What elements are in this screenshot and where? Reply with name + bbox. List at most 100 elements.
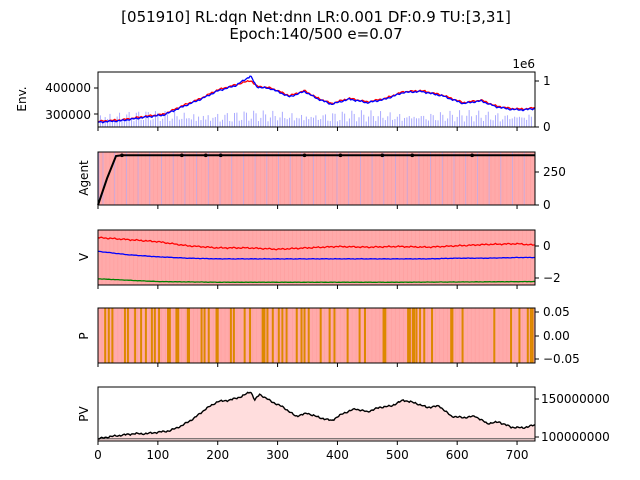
p-orange-bar bbox=[104, 308, 107, 363]
x-tick-label-200: 200 bbox=[206, 448, 229, 462]
p-orange-bar bbox=[263, 308, 266, 363]
env-left-tick-300000: 300000 bbox=[45, 108, 91, 122]
p-orange-bar bbox=[518, 308, 521, 363]
v-ylabel: V bbox=[77, 252, 91, 261]
p-orange-bar bbox=[358, 308, 361, 363]
p-orange-bar bbox=[175, 308, 178, 363]
p-orange-bar bbox=[167, 308, 170, 363]
p-orange-bar bbox=[493, 308, 496, 363]
p-orange-bar bbox=[384, 308, 387, 363]
v-plot-area bbox=[97, 230, 536, 285]
v-frame bbox=[97, 229, 536, 286]
pv-right-tick-150000000: 150000000 bbox=[541, 392, 610, 406]
p-orange-bar bbox=[243, 308, 246, 363]
p-orange-bar bbox=[295, 308, 298, 363]
p-orange-bar bbox=[281, 308, 284, 363]
p-orange-bar bbox=[407, 308, 410, 363]
p-orange-bar bbox=[450, 308, 453, 363]
p-orange-bar bbox=[510, 308, 513, 363]
env-ylabel: Env. bbox=[15, 86, 29, 111]
panel-v: V 0 −2 bbox=[77, 229, 561, 286]
p-orange-bar bbox=[408, 308, 411, 363]
p-orange-bar bbox=[363, 308, 366, 363]
p-orange-bar bbox=[531, 308, 534, 363]
agent-frame bbox=[97, 151, 536, 206]
p-ylabel: P bbox=[77, 332, 91, 339]
p-orange-bar bbox=[307, 308, 310, 363]
p-orange-bar bbox=[461, 308, 464, 363]
pv-plot-area bbox=[97, 391, 536, 441]
agent-marker bbox=[410, 153, 415, 158]
panel-pv: PV 100000000 150000000 bbox=[77, 386, 610, 444]
agent-marker bbox=[338, 153, 343, 158]
p-orange-bar bbox=[232, 308, 235, 363]
p-orange-bar bbox=[266, 308, 269, 363]
p-orange-bar bbox=[328, 308, 331, 363]
agent-marker bbox=[218, 153, 223, 158]
p-orange-bar bbox=[215, 308, 218, 363]
p-orange-bar bbox=[207, 308, 210, 363]
p-orange-bar bbox=[411, 308, 414, 363]
p-orange-bar bbox=[285, 308, 288, 363]
pv-frame bbox=[97, 386, 536, 442]
p-right-tick-neg0.05: −0.05 bbox=[543, 352, 580, 366]
p-orange-bar bbox=[144, 308, 147, 363]
p-orange-bar bbox=[153, 308, 156, 363]
panel-p: P 0.05 0.00 −0.05 bbox=[77, 305, 580, 366]
x-tick-label-300: 300 bbox=[266, 448, 289, 462]
env-right-scale-label: 1e6 bbox=[512, 57, 535, 71]
pv-right-tick-100000000: 100000000 bbox=[541, 430, 610, 444]
agent-marker bbox=[120, 153, 124, 158]
env-frame bbox=[97, 71, 536, 128]
x-tick-label-500: 500 bbox=[386, 448, 409, 462]
x-tick-label-0: 0 bbox=[94, 448, 102, 462]
p-orange-bar bbox=[203, 308, 206, 363]
p-orange-bar bbox=[271, 308, 274, 363]
p-right-tick-0.05: 0.05 bbox=[543, 305, 570, 319]
x-tick-label-100: 100 bbox=[146, 448, 169, 462]
agent-right-tick-0: 0 bbox=[543, 198, 551, 212]
p-orange-bar bbox=[526, 308, 529, 363]
agent-marker bbox=[302, 153, 307, 158]
p-orange-bar bbox=[216, 308, 219, 363]
v-series-green bbox=[97, 278, 536, 284]
env-plot-area bbox=[97, 75, 536, 127]
p-orange-bar bbox=[277, 308, 280, 363]
p-orange-bar bbox=[107, 308, 110, 363]
p-orange-bar bbox=[319, 308, 322, 363]
p-orange-bar bbox=[451, 308, 454, 363]
agent-marker bbox=[203, 153, 208, 158]
env-series-blue bbox=[97, 75, 536, 124]
agent-marker bbox=[470, 153, 474, 158]
p-orange-bar bbox=[158, 308, 161, 363]
agent-marker bbox=[380, 153, 385, 158]
x-axis: 0 100 200 300 400 500 600 700 bbox=[94, 127, 528, 462]
p-orange-bar bbox=[423, 308, 426, 363]
x-tick-label-700: 700 bbox=[506, 448, 529, 462]
x-tick-label-600: 600 bbox=[446, 448, 469, 462]
p-orange-bar bbox=[333, 308, 336, 363]
p-orange-bar bbox=[300, 308, 303, 363]
p-plot-area bbox=[97, 308, 535, 363]
p-orange-bar bbox=[123, 308, 126, 363]
v-right-tick-neg2: −2 bbox=[543, 271, 561, 285]
agent-series-line bbox=[97, 154, 535, 206]
p-orange-bar bbox=[415, 308, 418, 363]
chart-title-line-2: Epoch:140/500 e=0.07 bbox=[229, 25, 402, 43]
panel-env: Env. 400000 300000 0 1 1e6 bbox=[15, 57, 551, 134]
p-orange-bar bbox=[303, 308, 306, 363]
x-tick-label-400: 400 bbox=[326, 448, 349, 462]
p-orange-bar bbox=[134, 308, 137, 363]
agent-right-tick-250: 250 bbox=[543, 165, 566, 179]
p-orange-bar bbox=[229, 308, 232, 363]
v-series-blue bbox=[98, 250, 535, 260]
env-right-tick-1: 1 bbox=[543, 74, 551, 88]
env-left-tick-400000: 400000 bbox=[45, 81, 91, 95]
p-orange-bar bbox=[261, 308, 264, 363]
agent-ylabel: Agent bbox=[77, 160, 91, 196]
pv-series-line bbox=[97, 391, 536, 440]
p-orange-bar bbox=[413, 308, 416, 363]
panel-agent: Agent 0 250 bbox=[77, 151, 566, 212]
pv-ylabel: PV bbox=[77, 405, 91, 421]
